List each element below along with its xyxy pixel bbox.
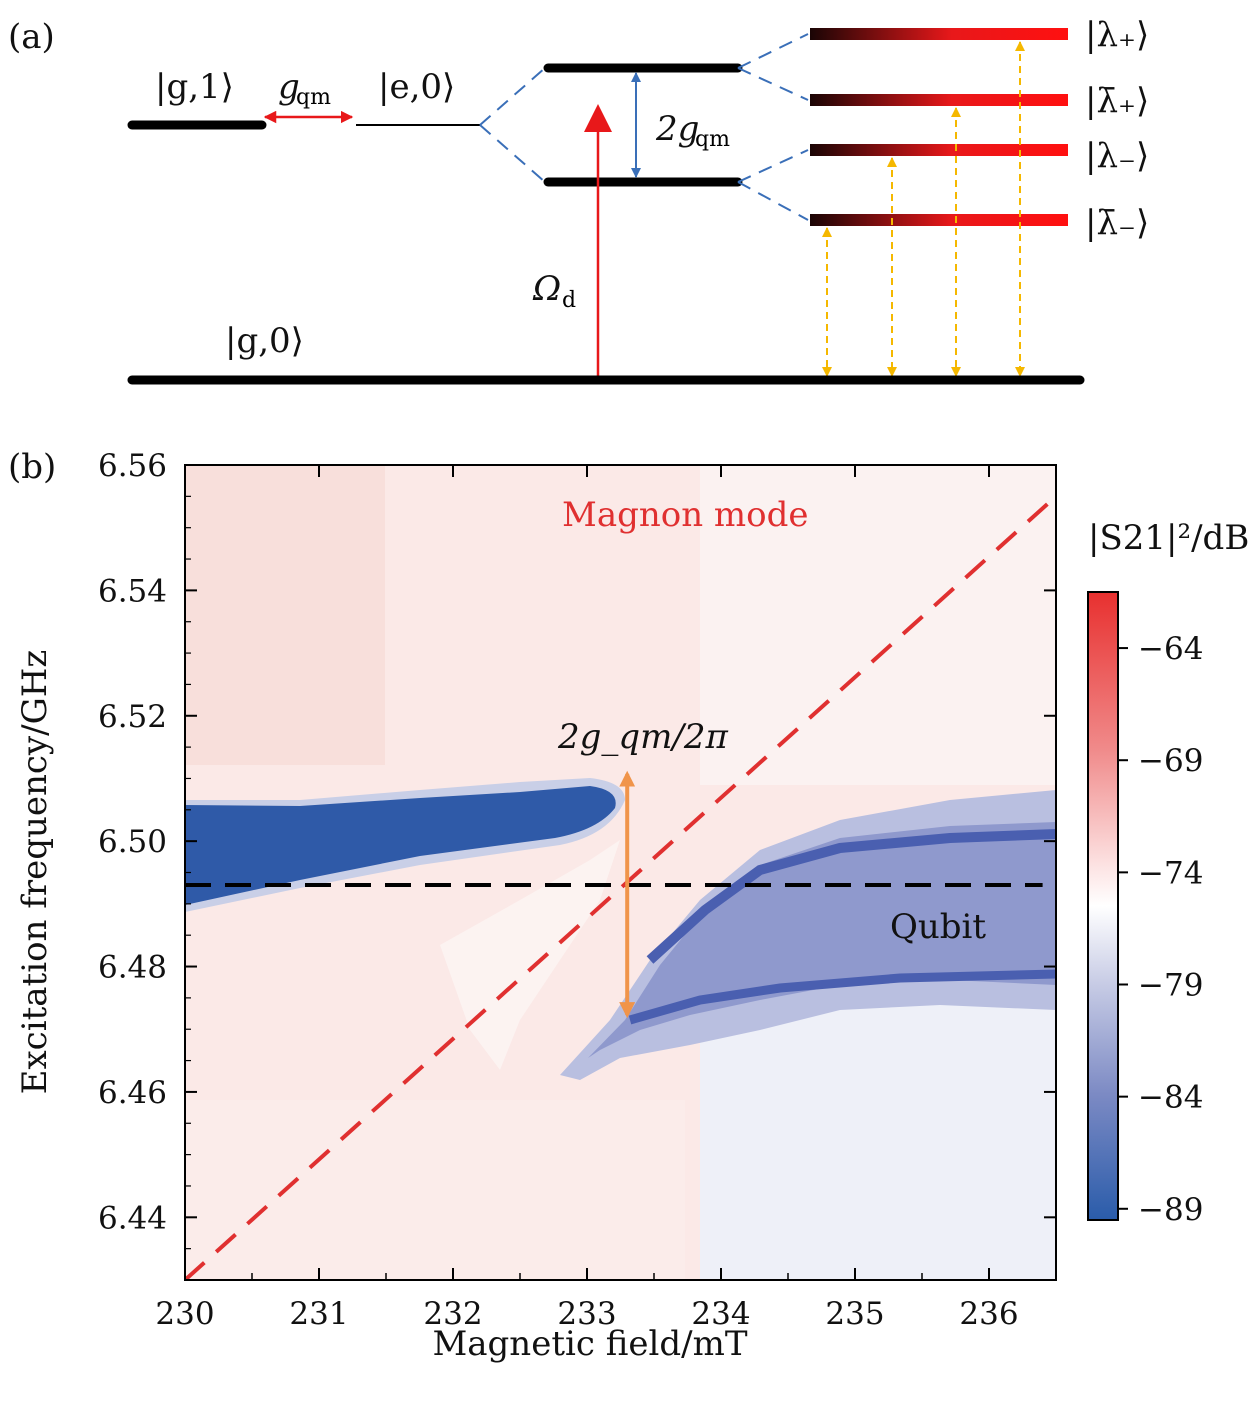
drive-arrow-head	[584, 104, 612, 132]
label-splitting-sub: qm	[695, 127, 730, 152]
x-tick-label: 234	[691, 1296, 750, 1332]
level-lambda-plus	[810, 28, 1068, 40]
magnon-line	[185, 494, 1056, 1280]
label-g0: |g,0⟩	[225, 321, 304, 361]
label-coupling-sub: qm	[296, 85, 331, 110]
label-drive-sub: d	[562, 288, 576, 313]
heatmap-left-bottom	[185, 1100, 685, 1280]
heatmap-right-bottom	[700, 1000, 1056, 1280]
x-tick-label: 236	[959, 1296, 1018, 1332]
qubit-label: Qubit	[890, 907, 986, 947]
label-coupling: g	[278, 67, 300, 107]
x-tick-label: 235	[825, 1296, 884, 1332]
heatmap-pink-zone	[185, 465, 385, 765]
label-drive: Ω	[532, 269, 561, 309]
y-axis-label: Excitation frequency/GHz	[15, 650, 55, 1095]
heatmap	[185, 465, 1056, 1280]
y-tick-label: 6.50	[98, 824, 167, 860]
y-tick-label: 6.52	[98, 699, 167, 735]
label-g1: |g,1⟩	[155, 67, 234, 107]
level-lambda-minus	[810, 144, 1068, 156]
y-tick-label: 6.56	[98, 448, 167, 484]
colorbar-label: |S21|²/dB	[1088, 518, 1249, 558]
colorbar-tick-label: −79	[1138, 968, 1203, 1004]
heatmap-light-zone	[700, 465, 1056, 785]
label-lambda-bar-minus: |λ̄₋⟩	[1085, 203, 1149, 243]
label-lambda-bar-plus: |λ̄₊⟩	[1085, 81, 1149, 121]
right-upper-branch-line	[646, 829, 1056, 964]
splitting-label: 2g_qm/2π	[557, 717, 728, 757]
colorbar-tick-label: −84	[1138, 1080, 1203, 1116]
label-lambda-minus: |λ₋⟩	[1085, 136, 1149, 176]
level-lambda-bar-minus	[810, 214, 1068, 226]
label-lambda-plus: |λ₊⟩	[1085, 15, 1149, 55]
colorbar-tick-label: −69	[1138, 743, 1203, 779]
colorbar-tick-label: −64	[1138, 631, 1203, 667]
colorbar	[1087, 591, 1119, 1221]
x-tick-label: 233	[557, 1296, 616, 1332]
level-lambda-bar-plus	[810, 94, 1068, 106]
magnon-mode-label: Magnon mode	[562, 495, 809, 535]
split2-a	[737, 33, 809, 69]
x-axis-label: Magnetic field/mT	[432, 1324, 747, 1364]
y-tick-label: 6.46	[98, 1075, 167, 1111]
panel-a-label: (a)	[8, 17, 55, 57]
y-tick-label: 6.44	[98, 1200, 167, 1236]
upper-branch-band	[185, 786, 616, 905]
x-axis-ticks: 230 231 232 233 234 235 236	[155, 465, 1019, 1332]
split2-d	[737, 181, 809, 221]
panel-b: (b) 230 231 232 233 23	[8, 447, 1249, 1364]
panel-b-label: (b)	[8, 447, 56, 487]
lower-branch-line	[628, 969, 1056, 1025]
y-tick-label: 6.54	[98, 573, 167, 609]
split-line-down	[479, 124, 546, 183]
x-tick-label: 232	[423, 1296, 482, 1332]
y-tick-label: 6.48	[98, 950, 167, 986]
split-line-up	[479, 67, 546, 126]
colorbar-ticks: −64 −69 −74 −79 −84 −89	[1118, 631, 1203, 1228]
x-tick-label: 230	[155, 1296, 214, 1332]
label-splitting: 2g	[655, 109, 699, 149]
colorbar-tick-label: −74	[1138, 855, 1203, 891]
label-e0: |e,0⟩	[378, 67, 455, 107]
y-axis-ticks: 6.44 6.46 6.48 6.50 6.52 6.54 6.56	[98, 448, 1056, 1250]
split2-b	[737, 67, 809, 101]
split2-c	[737, 149, 809, 183]
x-tick-label: 231	[289, 1296, 348, 1332]
panel-a: (a) |g,1⟩ g qm |e,0⟩ 2g qm |λ₊⟩ |λ̄₊⟩	[8, 15, 1149, 385]
colorbar-tick-label: −89	[1138, 1192, 1203, 1228]
